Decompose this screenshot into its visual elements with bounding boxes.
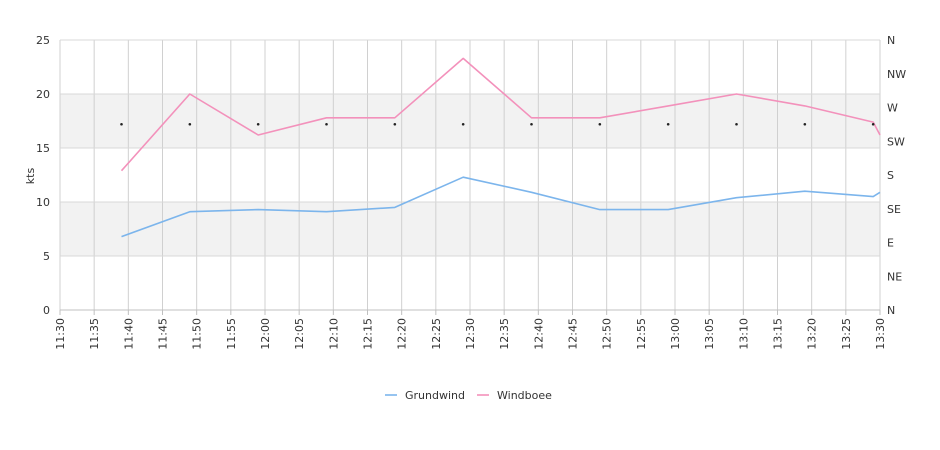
series-lines [120, 57, 881, 238]
direction-marker [393, 122, 397, 126]
x-tick-label: 12:05 [293, 318, 306, 350]
x-tick-label: 13:10 [737, 318, 750, 350]
legend-item-windboee[interactable]: Windboee [477, 389, 552, 402]
direction-axis-label: SW [887, 135, 905, 148]
y-tick-label: 10 [36, 196, 50, 209]
y-axis-title: kts [24, 168, 37, 185]
direction-marker [461, 122, 465, 126]
x-tick-label: 12:30 [464, 318, 477, 350]
y-tick-label: 5 [43, 250, 50, 263]
direction-marker [598, 122, 602, 126]
direction-marker [735, 122, 738, 126]
legend-item-grundwind[interactable]: Grundwind [385, 389, 465, 402]
direction-marker [530, 122, 533, 126]
x-tick-label: 12:55 [635, 318, 648, 350]
y-tick-label: 15 [36, 142, 50, 155]
y-tick-label: 0 [43, 304, 50, 317]
x-tick-label: 12:40 [532, 318, 545, 350]
y-tick-label: 20 [36, 88, 50, 101]
x-tick-label: 11:35 [88, 318, 101, 350]
series-line-windboee [120, 57, 881, 172]
direction-axis-label: W [887, 102, 898, 115]
x-tick-label: 12:20 [396, 318, 409, 350]
x-tick-label: 11:55 [225, 318, 238, 350]
x-tick-label: 12:45 [567, 318, 580, 350]
direction-axis-label: N [887, 304, 895, 317]
x-tick-label: 12:25 [430, 318, 443, 350]
x-tick-label: 13:15 [772, 318, 785, 350]
direction-axis-label: N [887, 34, 895, 47]
legend-label: Grundwind [405, 389, 465, 402]
direction-marker [325, 122, 328, 126]
x-tick-label: 11:40 [122, 318, 135, 350]
direction-axis-label: E [887, 237, 894, 250]
x-tick-label: 13:25 [840, 318, 853, 350]
y-tick-label: 25 [36, 34, 50, 47]
x-tick-label: 11:45 [157, 318, 170, 350]
x-tick-label: 13:05 [703, 318, 716, 350]
direction-marker [803, 122, 807, 126]
x-tick-label: 11:50 [191, 318, 204, 350]
direction-axis-label: NE [887, 270, 902, 283]
series-line-grundwind [121, 176, 881, 238]
x-tick-label: 12:50 [601, 318, 614, 350]
x-tick-label: 12:10 [327, 318, 340, 350]
legend[interactable]: Grundwind Windboee [385, 389, 552, 402]
direction-marker [871, 122, 875, 126]
x-tick-label: 12:15 [362, 318, 375, 350]
direction-marker [666, 122, 670, 126]
x-tick-label: 13:30 [874, 318, 887, 350]
direction-axis-label: NW [887, 68, 906, 81]
x-tick-label: 13:20 [806, 318, 819, 350]
x-tick-label: 12:00 [259, 318, 272, 350]
axes: 11:30 11:35 11:40 11:45 11:50 11:55 12:00 12:05… [36, 34, 906, 350]
direction-axis-label: S [887, 169, 894, 182]
direction-marker [188, 122, 192, 126]
direction-marker [120, 122, 123, 126]
legend-label: Windboee [497, 389, 552, 402]
x-tick-label: 11:30 [54, 318, 67, 350]
x-tick-label: 13:00 [669, 318, 682, 350]
grid-lines [59, 39, 881, 311]
direction-axis-label: SE [887, 203, 901, 216]
direction-marker [256, 122, 260, 126]
x-tick-label: 12:35 [498, 318, 511, 350]
direction-markers [120, 122, 875, 126]
